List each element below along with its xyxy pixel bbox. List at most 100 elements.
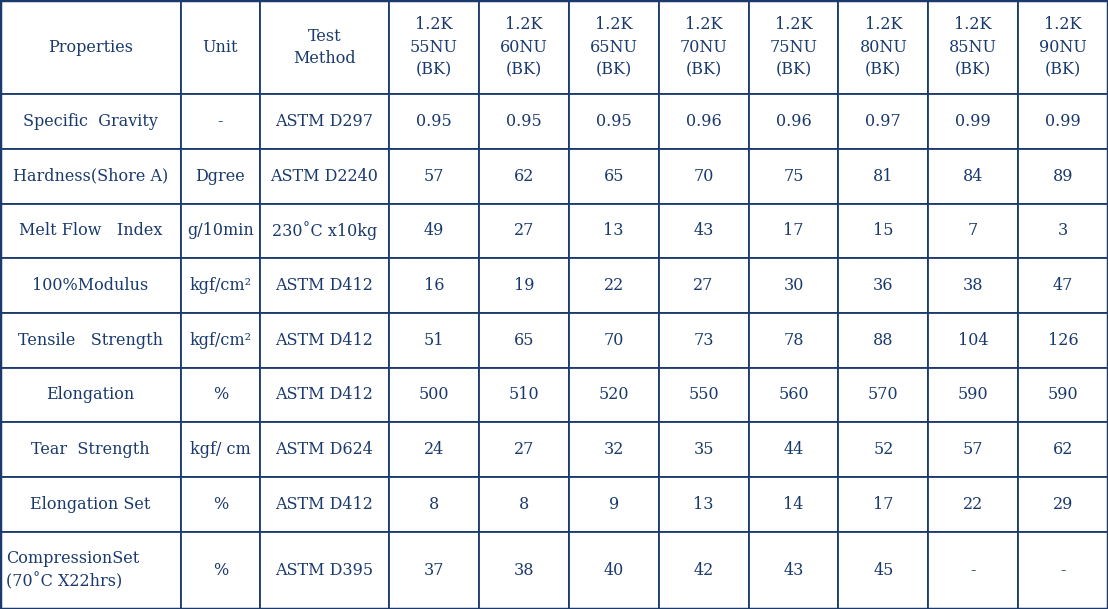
Text: 73: 73 — [694, 332, 714, 349]
Text: kgf/ cm: kgf/ cm — [189, 441, 250, 458]
Text: 35: 35 — [694, 441, 714, 458]
Text: 560: 560 — [778, 386, 809, 403]
Bar — [929, 532, 1018, 609]
Text: Specific  Gravity: Specific Gravity — [23, 113, 157, 130]
Text: 32: 32 — [604, 441, 624, 458]
Text: %: % — [213, 496, 228, 513]
Bar — [839, 532, 929, 609]
Text: 16: 16 — [423, 277, 444, 294]
Bar — [1018, 313, 1108, 368]
Bar — [0, 422, 181, 477]
Text: 81: 81 — [873, 168, 893, 185]
Bar — [658, 313, 749, 368]
Text: 70: 70 — [694, 168, 714, 185]
Bar — [479, 149, 568, 203]
Text: Tensile   Strength: Tensile Strength — [18, 332, 163, 349]
Text: 13: 13 — [604, 222, 624, 239]
Bar — [181, 477, 259, 532]
Bar — [259, 203, 389, 258]
Bar — [929, 0, 1018, 94]
Bar — [389, 313, 479, 368]
Text: 15: 15 — [873, 222, 893, 239]
Text: 510: 510 — [509, 386, 540, 403]
Bar — [0, 203, 181, 258]
Text: 126: 126 — [1048, 332, 1078, 349]
Bar — [389, 532, 479, 609]
Bar — [568, 149, 658, 203]
Text: 550: 550 — [688, 386, 719, 403]
Bar — [181, 203, 259, 258]
Text: 70: 70 — [604, 332, 624, 349]
Bar — [1018, 422, 1108, 477]
Text: 0.96: 0.96 — [686, 113, 721, 130]
Text: -: - — [971, 561, 976, 579]
Text: 590: 590 — [958, 386, 988, 403]
Bar — [839, 477, 929, 532]
Bar — [749, 422, 839, 477]
Bar — [839, 422, 929, 477]
Text: 3: 3 — [1058, 222, 1068, 239]
Text: 45: 45 — [873, 561, 893, 579]
Bar — [1018, 203, 1108, 258]
Bar — [181, 368, 259, 422]
Bar — [479, 313, 568, 368]
Bar — [568, 313, 658, 368]
Bar — [389, 258, 479, 313]
Bar — [839, 94, 929, 149]
Text: CompressionSet
(70˚C X22hrs): CompressionSet (70˚C X22hrs) — [6, 551, 140, 590]
Bar — [749, 94, 839, 149]
Text: 22: 22 — [963, 496, 983, 513]
Text: 1.2K
60NU
(BK): 1.2K 60NU (BK) — [500, 16, 547, 78]
Bar — [181, 422, 259, 477]
Text: 36: 36 — [873, 277, 893, 294]
Text: -: - — [1060, 561, 1066, 579]
Text: 49: 49 — [423, 222, 444, 239]
Text: 52: 52 — [873, 441, 893, 458]
Bar — [568, 368, 658, 422]
Bar — [568, 477, 658, 532]
Text: 1.2K
65NU
(BK): 1.2K 65NU (BK) — [589, 16, 638, 78]
Bar — [259, 149, 389, 203]
Text: Test
Method: Test Method — [294, 27, 356, 67]
Bar — [389, 0, 479, 94]
Bar — [568, 0, 658, 94]
Bar — [0, 0, 181, 94]
Bar — [479, 477, 568, 532]
Bar — [181, 0, 259, 94]
Bar — [568, 422, 658, 477]
Bar — [1018, 532, 1108, 609]
Text: ASTM D412: ASTM D412 — [276, 332, 373, 349]
Text: ASTM D412: ASTM D412 — [276, 386, 373, 403]
Bar — [658, 0, 749, 94]
Text: Elongation Set: Elongation Set — [30, 496, 151, 513]
Text: ASTM D412: ASTM D412 — [276, 496, 373, 513]
Text: 1.2K
70NU
(BK): 1.2K 70NU (BK) — [679, 16, 728, 78]
Text: 22: 22 — [604, 277, 624, 294]
Bar — [658, 149, 749, 203]
Text: 0.97: 0.97 — [865, 113, 901, 130]
Text: Dgree: Dgree — [195, 168, 245, 185]
Bar — [389, 368, 479, 422]
Bar — [181, 313, 259, 368]
Bar — [749, 149, 839, 203]
Text: 84: 84 — [963, 168, 984, 185]
Bar — [479, 532, 568, 609]
Text: ASTM D297: ASTM D297 — [276, 113, 373, 130]
Text: 500: 500 — [419, 386, 449, 403]
Text: ASTM D412: ASTM D412 — [276, 277, 373, 294]
Text: 9: 9 — [608, 496, 619, 513]
Text: 1.2K
85NU
(BK): 1.2K 85NU (BK) — [950, 16, 997, 78]
Text: 89: 89 — [1053, 168, 1074, 185]
Bar — [749, 258, 839, 313]
Bar — [568, 532, 658, 609]
Text: 0.95: 0.95 — [596, 113, 632, 130]
Text: 230˚C x10kg: 230˚C x10kg — [271, 222, 377, 241]
Text: 570: 570 — [868, 386, 899, 403]
Bar — [181, 149, 259, 203]
Bar — [181, 258, 259, 313]
Text: 0.99: 0.99 — [955, 113, 991, 130]
Bar — [0, 149, 181, 203]
Text: 78: 78 — [783, 332, 803, 349]
Bar — [658, 532, 749, 609]
Text: 27: 27 — [514, 222, 534, 239]
